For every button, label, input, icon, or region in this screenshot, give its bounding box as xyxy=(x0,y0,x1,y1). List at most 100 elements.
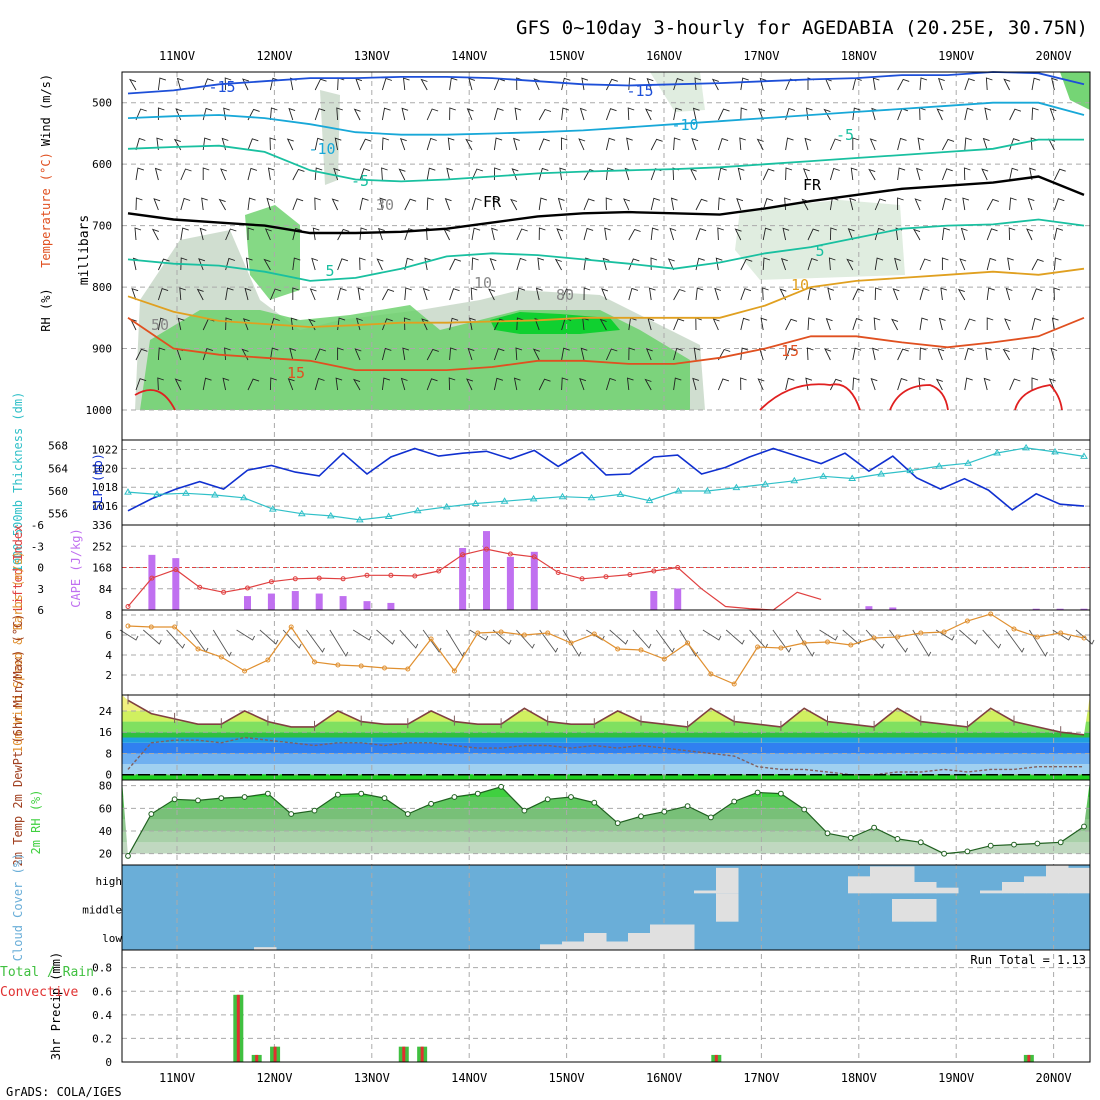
wind-barb xyxy=(402,77,410,91)
li-tick-label: -3 xyxy=(31,540,44,553)
wind-barb xyxy=(917,137,925,151)
wind-barb xyxy=(244,287,252,301)
temp-tick-label: 0 xyxy=(105,769,112,782)
wind-barb xyxy=(960,227,968,241)
rh2m-series-line xyxy=(127,786,1085,857)
rh2m-point xyxy=(871,824,877,831)
wind-barb xyxy=(282,629,302,649)
thickness-point xyxy=(153,490,161,497)
wind-barb xyxy=(1053,257,1062,271)
wind-barb xyxy=(692,107,700,121)
wind-barb xyxy=(918,377,926,391)
rh2m-point xyxy=(474,790,481,797)
rh-moist-region xyxy=(650,72,705,112)
thickness-point xyxy=(442,502,451,510)
wind-barb xyxy=(314,167,323,181)
wind-barb xyxy=(673,377,682,391)
wind-barb xyxy=(156,137,164,151)
wind-speed-point xyxy=(1034,634,1040,640)
wind-barb xyxy=(314,108,326,121)
text-layer: 11NOV 11NOV 12NOV 12NOV 13NOV 13NOV 14NOV 14NOV… xyxy=(0,49,1086,1085)
wind-barb xyxy=(689,168,697,181)
wind-barb xyxy=(673,318,685,331)
wind-barb xyxy=(873,317,881,331)
wind-speed-point xyxy=(638,647,644,653)
cape-bar xyxy=(363,601,371,610)
wind-barb xyxy=(1049,107,1057,121)
wind-barb xyxy=(444,197,452,211)
wind-barb xyxy=(916,167,923,181)
wind-barb xyxy=(196,288,204,301)
rh2m-point xyxy=(171,796,178,803)
wind-speed-point xyxy=(801,640,807,646)
wind-barb xyxy=(959,258,967,271)
wind-barb xyxy=(212,629,232,657)
wind-barb xyxy=(381,347,392,361)
wind-barb xyxy=(376,629,395,645)
wind-barb xyxy=(223,107,230,121)
top-day-label: 16NOV xyxy=(646,49,682,63)
wind-barb xyxy=(824,78,832,91)
wind-barb xyxy=(151,228,159,241)
wind-barb xyxy=(711,78,719,91)
thickness-point xyxy=(993,449,1001,456)
wind-barb xyxy=(605,197,613,211)
wind-barb xyxy=(538,227,546,241)
wind-barb xyxy=(982,137,990,151)
rh2m-point xyxy=(801,806,808,813)
wind-barb xyxy=(1029,629,1048,657)
wind-barb xyxy=(355,77,363,91)
wind-barb xyxy=(1009,108,1022,121)
rh2m-point xyxy=(288,811,295,817)
wind-barb xyxy=(511,168,519,181)
wind-barb xyxy=(807,258,818,271)
cloud-cell xyxy=(672,924,695,950)
wind-barb xyxy=(626,137,633,151)
wind-barb xyxy=(717,227,724,241)
cloud-cell xyxy=(716,867,739,894)
wind-barb xyxy=(824,348,832,361)
wind-speed-point xyxy=(1011,626,1017,632)
cloud-cell xyxy=(584,933,607,950)
wind-barb xyxy=(493,78,506,91)
cape-bar xyxy=(1056,608,1064,610)
wind-speed-point xyxy=(825,639,830,645)
thickness-point xyxy=(471,499,480,506)
wind-barb xyxy=(1007,257,1014,271)
wind-barb xyxy=(561,377,569,391)
thickness-axis-title: 1000-500mb Thickness (dm) xyxy=(11,392,25,573)
rh2m-point xyxy=(1011,841,1017,848)
wind-speed-point xyxy=(498,629,504,635)
cloud-cell xyxy=(1002,882,1025,894)
thickness-point xyxy=(268,505,277,512)
wind-barb xyxy=(174,378,182,391)
thickness-point xyxy=(1022,443,1030,451)
wind-barb xyxy=(199,227,207,241)
isotherm-line xyxy=(127,101,1085,136)
wind-speed-point xyxy=(172,624,178,630)
lifted-index-point xyxy=(149,575,155,581)
wind-speed-point xyxy=(615,646,621,652)
rh2m-point xyxy=(964,848,971,855)
wind-barb xyxy=(561,288,573,301)
wind-barb xyxy=(421,318,429,331)
wind-barb xyxy=(805,107,813,121)
wind-barb xyxy=(981,168,989,181)
wind-barb xyxy=(897,78,910,91)
wind-barb xyxy=(872,347,879,361)
wind-barb xyxy=(359,138,372,151)
wind-speed-point xyxy=(731,681,737,687)
top-day-label: 17NOV xyxy=(743,49,779,63)
wind-barb xyxy=(359,227,368,241)
wind-barb xyxy=(381,377,391,391)
wind-barb xyxy=(493,107,504,121)
pressure-tick-label: 800 xyxy=(92,281,112,294)
cloud-cell xyxy=(892,866,915,894)
wind-barb xyxy=(628,228,641,241)
wind-barb xyxy=(492,629,512,645)
cape-bar xyxy=(483,531,490,610)
wind-barb xyxy=(628,347,636,361)
contour-label: 5 xyxy=(325,262,334,280)
wind-barb xyxy=(583,287,591,301)
li-tick-label: 6 xyxy=(37,604,44,617)
